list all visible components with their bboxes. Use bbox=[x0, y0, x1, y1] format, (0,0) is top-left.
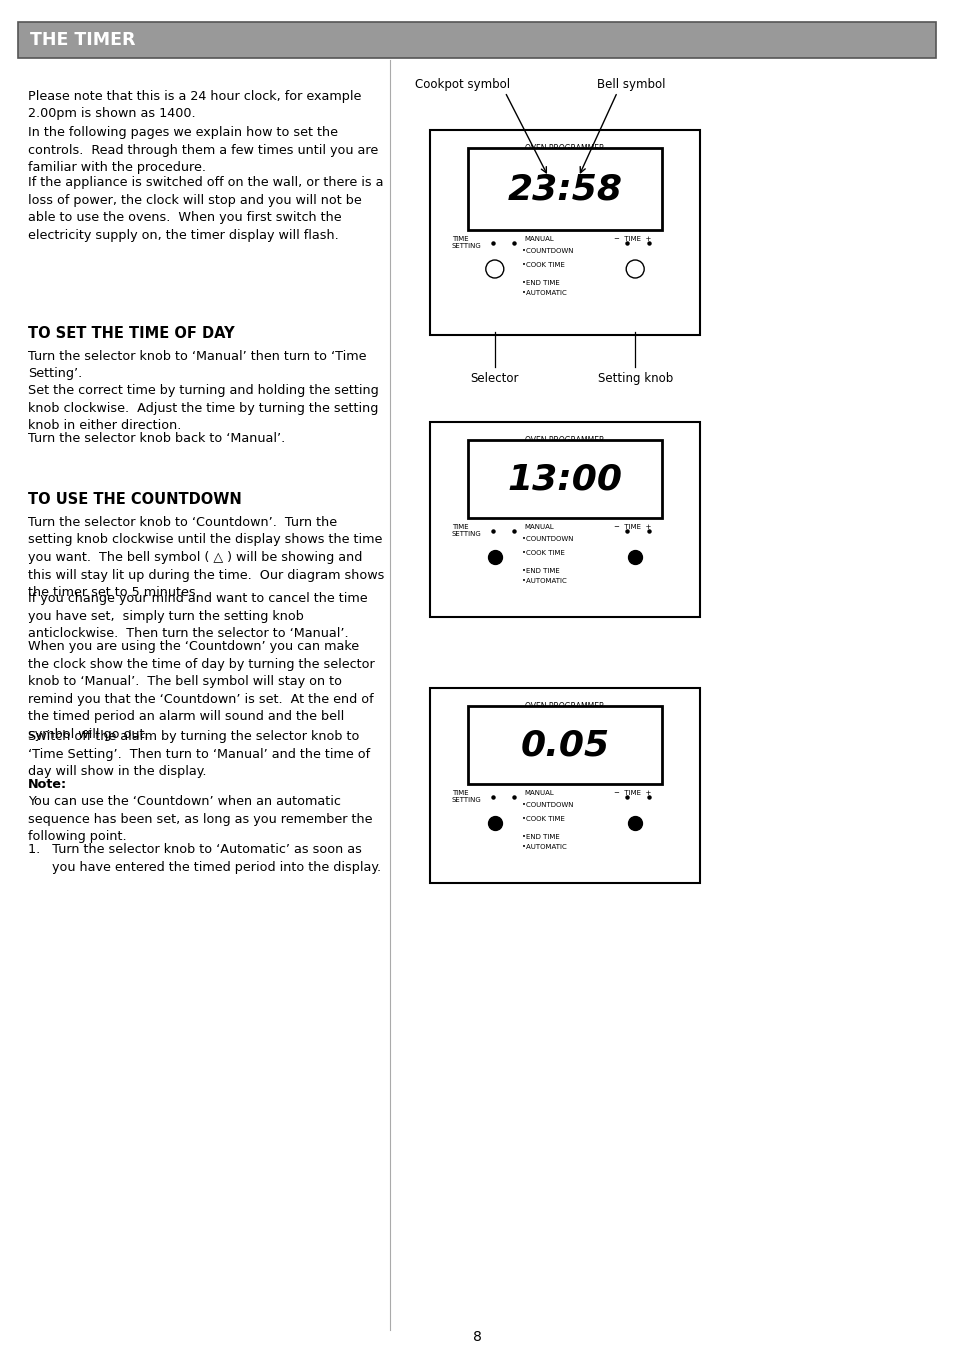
Text: Cookpot symbol: Cookpot symbol bbox=[415, 78, 510, 91]
Text: −  TIME  +: − TIME + bbox=[613, 524, 650, 530]
Bar bbox=[467, 149, 661, 230]
Text: Please note that this is a 24 hour clock, for example
2.00pm is shown as 1400.: Please note that this is a 24 hour clock… bbox=[28, 91, 361, 120]
Text: MANUAL: MANUAL bbox=[524, 524, 554, 530]
Bar bbox=[18, 22, 935, 58]
Text: If you change your mind and want to cancel the time
you have set,  simply turn t: If you change your mind and want to canc… bbox=[28, 592, 367, 640]
Text: •COOK TIME: •COOK TIME bbox=[521, 262, 564, 267]
Text: •AUTOMATIC: •AUTOMATIC bbox=[521, 290, 566, 296]
Text: •COUNTDOWN: •COUNTDOWN bbox=[521, 536, 573, 542]
Text: 8: 8 bbox=[472, 1329, 481, 1344]
Text: TIME
SETTING: TIME SETTING bbox=[451, 790, 481, 802]
Text: •END TIME: •END TIME bbox=[521, 567, 559, 574]
Text: •COOK TIME: •COOK TIME bbox=[521, 816, 564, 821]
Text: Bell symbol: Bell symbol bbox=[597, 78, 665, 91]
Bar bbox=[467, 440, 661, 517]
Text: •AUTOMATIC: •AUTOMATIC bbox=[521, 578, 566, 584]
Text: Turn the selector knob to ‘Countdown’.  Turn the
setting knob clockwise until th: Turn the selector knob to ‘Countdown’. T… bbox=[28, 516, 384, 598]
Text: TO SET THE TIME OF DAY: TO SET THE TIME OF DAY bbox=[28, 326, 234, 340]
Text: Turn the selector knob to ‘Manual’ then turn to ‘Time
Setting’.: Turn the selector knob to ‘Manual’ then … bbox=[28, 350, 366, 381]
Text: −  TIME  +: − TIME + bbox=[613, 236, 650, 242]
Text: OVEN PROGRAMMER: OVEN PROGRAMMER bbox=[525, 145, 604, 153]
Text: In the following pages we explain how to set the
controls.  Read through them a : In the following pages we explain how to… bbox=[28, 126, 377, 174]
Text: Turn the selector knob back to ‘Manual’.: Turn the selector knob back to ‘Manual’. bbox=[28, 432, 285, 444]
Text: 13:00: 13:00 bbox=[507, 462, 622, 496]
Text: •AUTOMATIC: •AUTOMATIC bbox=[521, 844, 566, 850]
Text: TIME
SETTING: TIME SETTING bbox=[451, 524, 481, 536]
Circle shape bbox=[485, 259, 503, 278]
Text: −  TIME  +: − TIME + bbox=[613, 790, 650, 796]
Bar bbox=[430, 422, 700, 617]
Text: When you are using the ‘Countdown’ you can make
the clock show the time of day b: When you are using the ‘Countdown’ you c… bbox=[28, 640, 375, 740]
Bar bbox=[467, 707, 661, 784]
Text: •COOK TIME: •COOK TIME bbox=[521, 550, 564, 557]
Text: Switch off the alarm by turning the selector knob to
‘Time Setting’.  Then turn : Switch off the alarm by turning the sele… bbox=[28, 730, 370, 778]
Text: If the appliance is switched off on the wall, or there is a
loss of power, the c: If the appliance is switched off on the … bbox=[28, 176, 383, 242]
Text: TO USE THE COUNTDOWN: TO USE THE COUNTDOWN bbox=[28, 492, 241, 507]
Text: Selector: Selector bbox=[470, 372, 518, 385]
Text: •END TIME: •END TIME bbox=[521, 280, 559, 286]
Text: •END TIME: •END TIME bbox=[521, 834, 559, 840]
Text: TIME
SETTING: TIME SETTING bbox=[451, 236, 481, 249]
Text: 0.05: 0.05 bbox=[520, 728, 609, 762]
Text: You can use the ‘Countdown’ when an automatic
sequence has been set, as long as : You can use the ‘Countdown’ when an auto… bbox=[28, 796, 372, 843]
Text: OVEN PROGRAMMER: OVEN PROGRAMMER bbox=[525, 436, 604, 444]
Text: •COUNTDOWN: •COUNTDOWN bbox=[521, 249, 573, 254]
Text: MANUAL: MANUAL bbox=[524, 790, 554, 796]
Circle shape bbox=[625, 259, 643, 278]
Text: MANUAL: MANUAL bbox=[524, 236, 554, 242]
Bar bbox=[430, 130, 700, 335]
Text: Note:: Note: bbox=[28, 778, 67, 792]
Text: 1.   Turn the selector knob to ‘Automatic’ as soon as
      you have entered the: 1. Turn the selector knob to ‘Automatic’… bbox=[28, 843, 381, 874]
Text: •COUNTDOWN: •COUNTDOWN bbox=[521, 802, 573, 808]
Text: OVEN PROGRAMMER: OVEN PROGRAMMER bbox=[525, 703, 604, 711]
Text: Setting knob: Setting knob bbox=[597, 372, 672, 385]
Text: THE TIMER: THE TIMER bbox=[30, 31, 135, 49]
Text: 23:58: 23:58 bbox=[507, 172, 622, 205]
Text: Set the correct time by turning and holding the setting
knob clockwise.  Adjust : Set the correct time by turning and hold… bbox=[28, 384, 378, 432]
Bar bbox=[430, 688, 700, 884]
